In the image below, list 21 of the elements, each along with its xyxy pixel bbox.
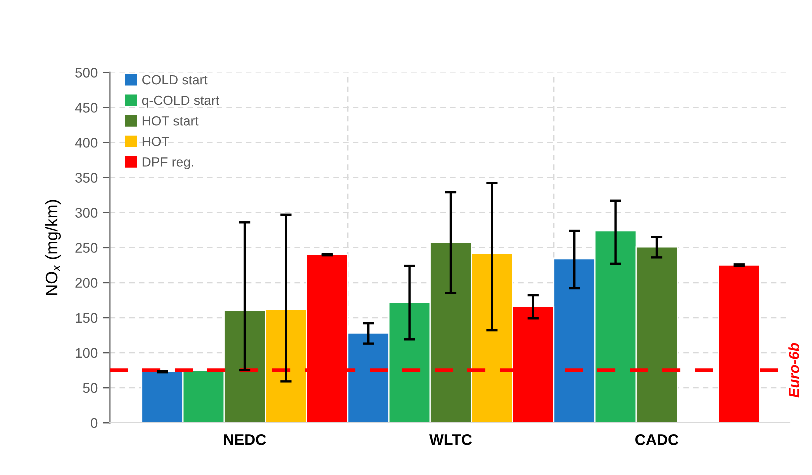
y-tick-label: 50 (83, 383, 98, 394)
x-tick-label: NEDC (224, 434, 266, 446)
y-tick-label: 100 (76, 348, 98, 358)
y-tick-label: 450 (75, 103, 98, 113)
y-tick-label: 300 (76, 208, 98, 218)
y-axis-title: NO$_{x}$ (mg/km) (45, 200, 62, 296)
legend-label: DPF reg. (142, 158, 194, 170)
y-tick-label: 150 (76, 313, 98, 324)
y-tick-label: 250 (76, 243, 98, 254)
y-tick-label: 500 (76, 68, 98, 78)
legend-label: COLD start (142, 75, 208, 85)
y-tick-label: 0 (91, 418, 98, 428)
legend-label: HOT (142, 137, 170, 146)
y-tick-label: 400 (75, 138, 98, 148)
y-tick-label: 200 (76, 278, 98, 288)
ref-line-label: Euro-6b (788, 343, 800, 398)
legend-label: q-COLD start (142, 96, 220, 108)
legend-label: HOT start (142, 116, 199, 126)
x-tick-label: WLTC (430, 434, 472, 446)
x-tick-label: CADC (636, 434, 679, 446)
y-tick-label: 350 (76, 173, 98, 183)
